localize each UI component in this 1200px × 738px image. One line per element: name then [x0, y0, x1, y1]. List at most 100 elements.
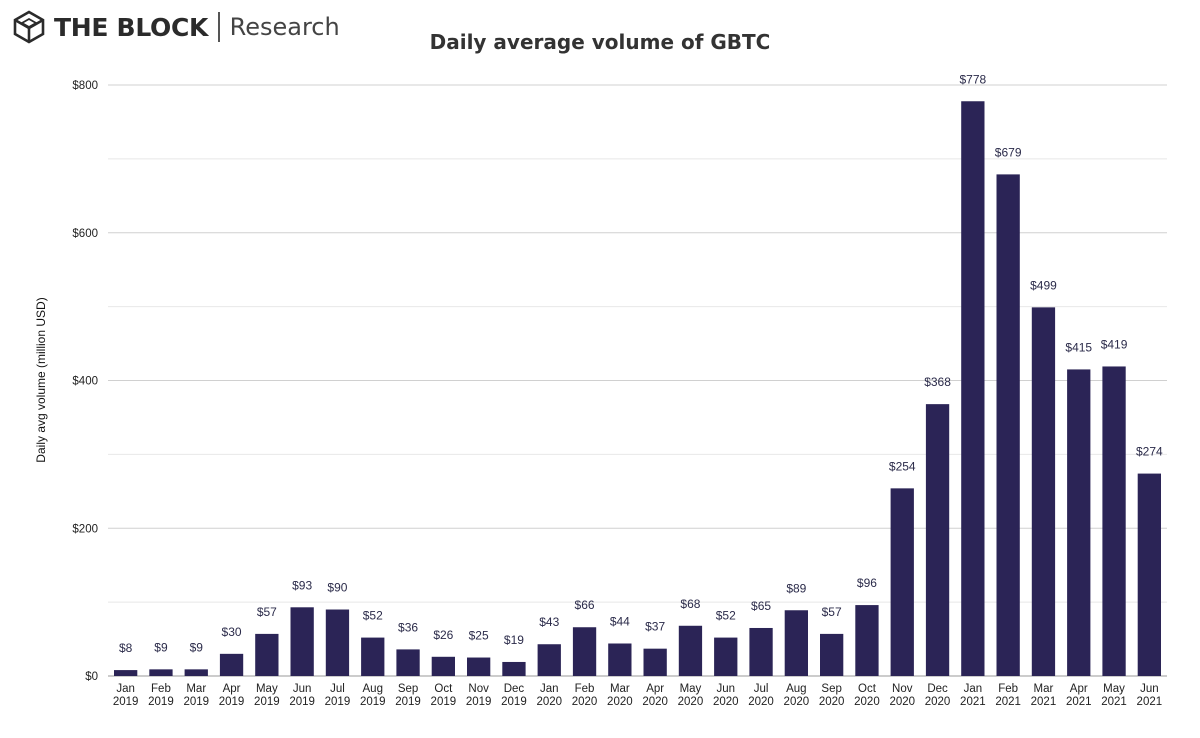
bar-value-label: $57: [822, 605, 842, 619]
bar-value-label: $66: [575, 598, 595, 612]
brand-subtitle: Research: [229, 13, 340, 41]
x-tick-month: Aug: [786, 683, 806, 695]
x-tick-year: 2019: [501, 696, 527, 708]
x-tick-month: Feb: [575, 683, 595, 695]
bar-value-label: $57: [257, 605, 277, 619]
bar: [1102, 366, 1126, 676]
bar: [1067, 369, 1091, 676]
x-tick-month: Jul: [754, 683, 769, 695]
x-tick-year: 2020: [889, 696, 915, 708]
bar-value-label: $52: [363, 609, 383, 623]
bar: [219, 653, 244, 676]
x-tick-year: 2020: [536, 696, 562, 708]
y-axis-label: Daily avg volume (million USD): [34, 297, 48, 462]
x-tick-year: 2019: [360, 696, 386, 708]
x-tick-month: May: [680, 683, 702, 695]
bar: [925, 404, 950, 676]
bar: [325, 609, 350, 676]
bar-value-label: $89: [786, 581, 806, 595]
x-tick-month: May: [256, 683, 278, 695]
bar: [467, 657, 491, 676]
bar: [714, 637, 738, 676]
y-tick-label: $0: [85, 671, 98, 683]
value-labels: $8 $9 $9 $30 $57 $93 $90 $52 $36 $26 $25 $19 $43 $66 $…: [119, 72, 1163, 655]
bar: [996, 174, 1020, 677]
x-tick-month: Nov: [892, 683, 913, 695]
x-tick-month: Jul: [330, 683, 345, 695]
x-tick-month: Jun: [1140, 683, 1159, 695]
brand-header: THE BLOCK Research: [12, 8, 340, 46]
bar-value-label: $93: [292, 578, 312, 592]
x-tick-year: 2020: [925, 696, 951, 708]
bar-value-label: $44: [610, 614, 630, 628]
bar-value-label: $43: [539, 615, 559, 629]
x-tick-year: 2020: [678, 696, 704, 708]
x-tick-year: 2021: [1066, 696, 1092, 708]
x-tick-month: Oct: [858, 683, 877, 695]
bar-value-label: $52: [716, 609, 736, 623]
bar: [1031, 307, 1056, 676]
x-tick-year: 2020: [572, 696, 598, 708]
x-tick-year: 2019: [254, 696, 280, 708]
y-tick-label: $200: [72, 523, 98, 535]
bar-value-label: $36: [398, 620, 418, 634]
bar-value-label: $26: [433, 628, 453, 642]
x-tick-year: 2020: [784, 696, 810, 708]
bar-value-label: $9: [154, 640, 168, 654]
bar: [502, 661, 526, 676]
x-tick-month: Apr: [1070, 683, 1088, 695]
x-tick-year: 2019: [466, 696, 492, 708]
bar: [1137, 473, 1161, 676]
bar: [184, 669, 208, 676]
bar: [361, 637, 385, 676]
x-tick-month: Dec: [927, 683, 948, 695]
x-tick-year: 2020: [819, 696, 845, 708]
bar-value-label: $778: [959, 72, 986, 86]
x-tick-month: Apr: [646, 683, 664, 695]
x-tick-month: Mar: [1034, 683, 1054, 695]
x-tick-month: Jan: [116, 683, 135, 695]
x-tick-month: Mar: [610, 683, 630, 695]
bar: [961, 101, 985, 676]
bar-value-label: $499: [1030, 278, 1057, 292]
x-tick-month: Dec: [504, 683, 525, 695]
bar: [396, 649, 420, 676]
x-tick-month: Sep: [821, 683, 841, 695]
x-tick-month: Jan: [540, 683, 559, 695]
x-tick-year: 2019: [219, 696, 245, 708]
bar: [431, 656, 455, 676]
bar-value-label: $368: [924, 375, 951, 389]
bar-value-label: $9: [190, 640, 204, 654]
x-tick-year: 2021: [995, 696, 1021, 708]
bar-value-label: $679: [995, 145, 1022, 159]
bar: [890, 488, 914, 676]
x-tick-year: 2021: [960, 696, 986, 708]
bar: [149, 669, 173, 676]
bar-value-label: $90: [327, 581, 347, 595]
x-tick-year: 2020: [748, 696, 774, 708]
x-tick-year: 2019: [325, 696, 351, 708]
x-axis-ticks: Jan2019Feb2019Mar2019Apr2019May2019Jun20…: [113, 683, 1162, 708]
x-tick-year: 2019: [395, 696, 421, 708]
x-tick-month: May: [1103, 683, 1125, 695]
bar-value-label: $37: [645, 620, 665, 634]
bar: [784, 610, 808, 676]
x-tick-year: 2021: [1101, 696, 1127, 708]
bar: [290, 607, 314, 676]
y-axis-ticks: $0 $200 $400 $600 $800: [72, 80, 98, 683]
bar: [820, 633, 844, 676]
x-tick-year: 2019: [289, 696, 315, 708]
bar-value-label: $415: [1065, 340, 1092, 354]
x-tick-month: Mar: [186, 683, 206, 695]
bar: [643, 648, 667, 676]
x-tick-month: Jan: [964, 683, 983, 695]
x-tick-year: 2020: [607, 696, 633, 708]
bars: [114, 101, 1161, 677]
bar-value-label: $30: [222, 625, 242, 639]
brand-divider: [218, 12, 220, 42]
bar: [255, 633, 279, 676]
x-tick-month: Feb: [998, 683, 1018, 695]
x-tick-year: 2019: [113, 696, 139, 708]
brand-name: THE BLOCK: [54, 12, 209, 42]
x-tick-year: 2021: [1137, 696, 1163, 708]
